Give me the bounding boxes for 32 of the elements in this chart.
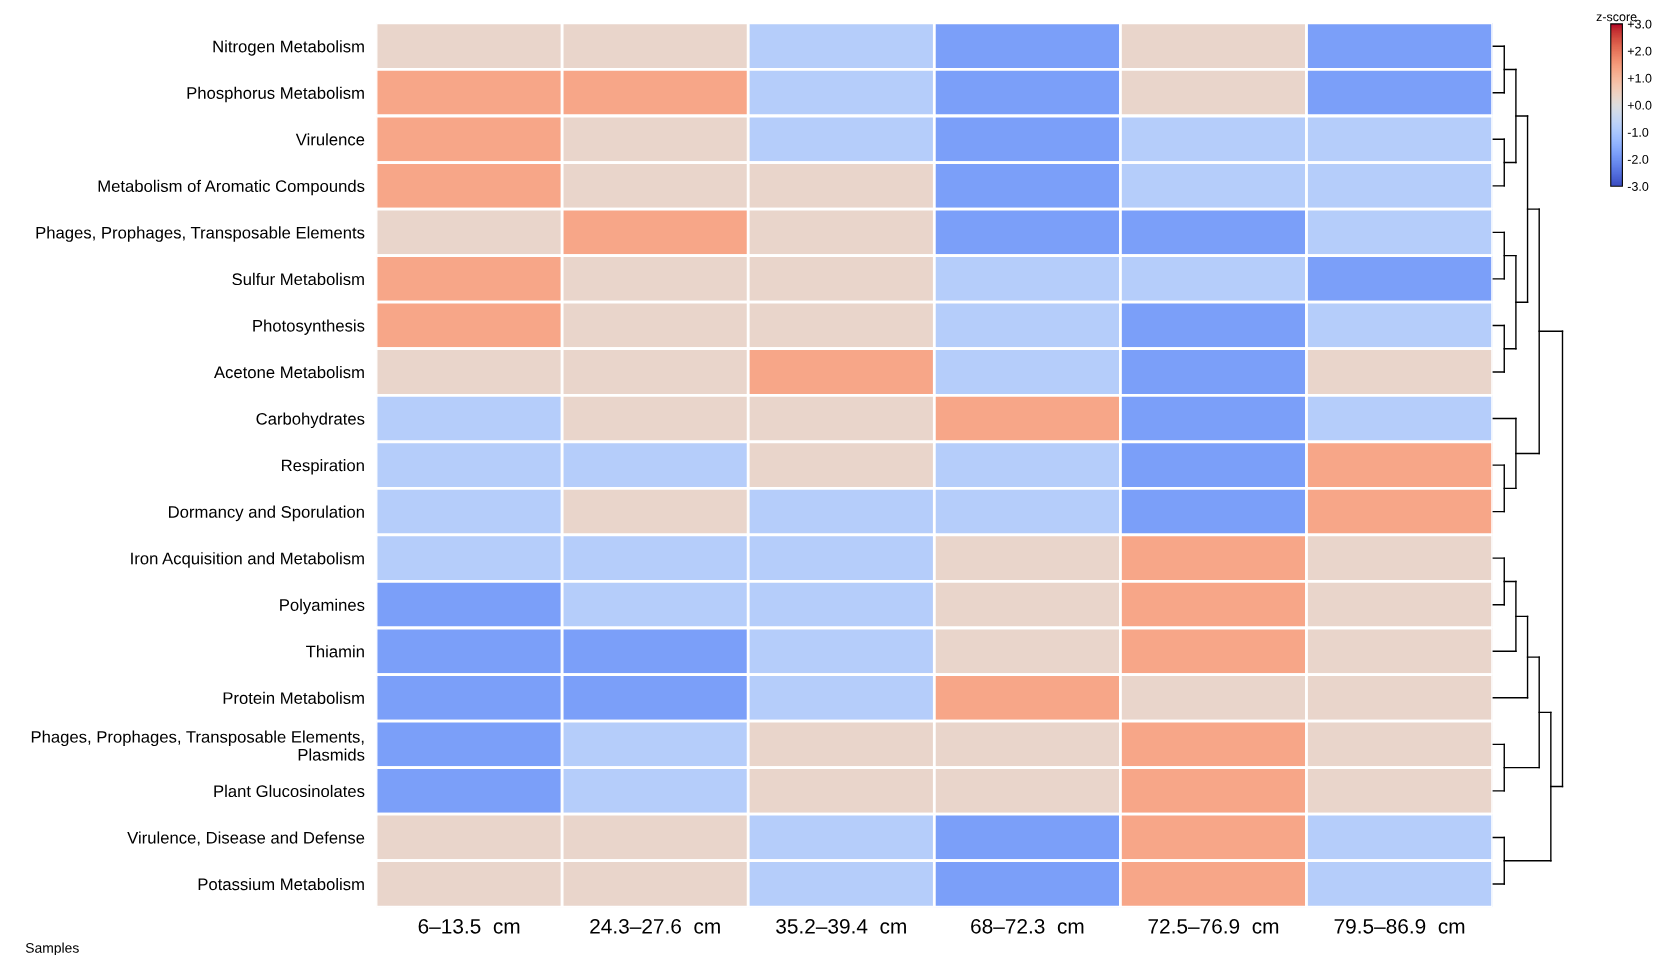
- color-bar-label: -3.0: [1627, 182, 1649, 191]
- y-tick-label: Metabolism of Aromatic Compounds: [98, 179, 365, 196]
- color-bar-label: -2.0: [1627, 154, 1649, 164]
- x-tick-label: 35.2–39.4 cm: [776, 918, 906, 934]
- x-tick-label: 72.5–76.9 cm: [1148, 918, 1279, 934]
- y-tick-label: Phosphorus Metabolism: [187, 86, 364, 103]
- x-tick-label: 6–13.5 cm: [418, 918, 520, 934]
- y-tick-label: Respiration: [282, 459, 364, 475]
- y-tick-label: Thiamin: [306, 645, 364, 658]
- y-tick-label: Plant Glucosinolates: [214, 784, 365, 798]
- x-tick-label: 68–72.3 cm: [971, 918, 1084, 934]
- color-bar-label: -1.0: [1627, 127, 1649, 137]
- x-tick-label: 24.3–27.6 cm: [590, 918, 720, 934]
- y-tick-label: Phages, Prophages, Transposable Elements, Plasmids: [31, 730, 365, 761]
- color-bar-label: +2.0: [1627, 46, 1652, 56]
- y-tick-label: Acetone Metabolism: [213, 365, 364, 379]
- color-bar-label: +0.0: [1627, 100, 1652, 110]
- y-tick-label: Nitrogen Metabolism: [213, 40, 364, 56]
- y-tick-label: Photosynthesis: [253, 319, 365, 335]
- y-tick-label: Virulence: [295, 133, 365, 146]
- x-tick-label: 79.5–86.9 cm: [1334, 918, 1465, 934]
- y-tick-label: Dormancy and Sporulation: [169, 505, 364, 522]
- y-tick-label: Phages, Prophages, Transposable Elements: [36, 226, 365, 242]
- color-bar-label: +1.0: [1627, 73, 1652, 83]
- y-tick-label: Protein Metabolism: [223, 691, 364, 705]
- y-tick-label: Carbohydrates: [256, 412, 365, 429]
- y-tick-label: Polyamines: [280, 598, 365, 615]
- y-tick-label: Potassium Metabolism: [198, 877, 364, 891]
- y-tick-label: Sulfur Metabolism: [232, 272, 364, 286]
- x-axis-title: Samples: [25, 942, 79, 955]
- y-tick-label: Virulence, Disease and Defense: [127, 831, 365, 846]
- y-tick-label: Iron Acquisition and Metabolism: [131, 552, 364, 568]
